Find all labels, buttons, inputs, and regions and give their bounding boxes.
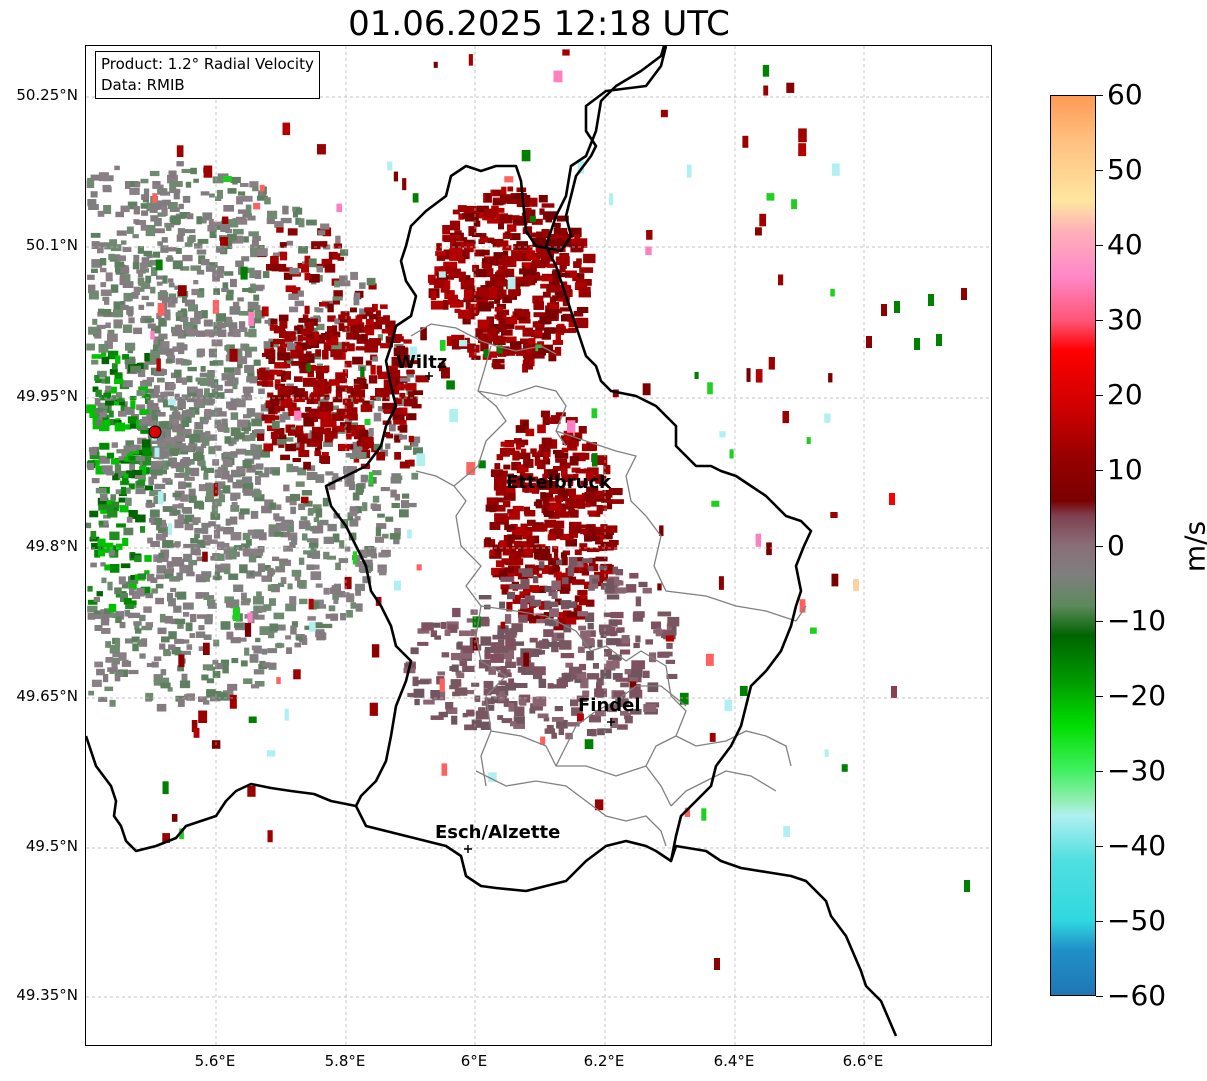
country-borders xyxy=(86,46,898,1037)
map-grid xyxy=(86,46,991,1045)
lon-tick-label: 6°E xyxy=(460,1052,488,1070)
colorbar-tick-label: −40 xyxy=(1107,828,1167,862)
colorbar-tick-label: 30 xyxy=(1107,303,1143,337)
radar-map-canvas xyxy=(86,46,991,1045)
lon-tick-label: 6.4°E xyxy=(713,1052,755,1070)
colorbar-tick-mark xyxy=(1096,845,1103,847)
product-label: Product: 1.2° Radial Velocity xyxy=(101,55,314,73)
colorbar-tick-mark xyxy=(1096,620,1103,622)
lon-tick-label: 6.6°E xyxy=(842,1052,884,1070)
radar-map xyxy=(85,45,992,1046)
lon-tick-label: 5.6°E xyxy=(194,1052,236,1070)
lon-tick-label: 6.2°E xyxy=(583,1052,625,1070)
colorbar-tick-label: −20 xyxy=(1107,678,1167,712)
city-label-wiltz: Wiltz xyxy=(396,352,448,373)
colorbar-tick-label: 60 xyxy=(1107,78,1143,111)
colorbar-tick-label: 40 xyxy=(1107,228,1143,262)
colorbar-tick-mark xyxy=(1096,695,1103,697)
velocity-colorbar xyxy=(1050,95,1096,996)
city-label-ettelbruck: Ettelbruck xyxy=(506,472,612,493)
lat-tick-label: 49.8°N xyxy=(25,537,78,555)
colorbar-tick-mark xyxy=(1096,996,1103,997)
colorbar-tick-mark xyxy=(1096,95,1103,96)
colorbar-tick-label: 20 xyxy=(1107,378,1143,412)
city-label-esch-alzette: Esch/Alzette xyxy=(435,822,561,843)
map-title: 01.06.2025 12:18 UTC xyxy=(348,4,730,44)
data-source-label: Data: RMIB xyxy=(101,76,185,94)
colorbar-tick-mark xyxy=(1096,770,1103,772)
product-info-box: Product: 1.2° Radial Velocity Data: RMIB xyxy=(95,51,320,99)
colorbar-tick-mark xyxy=(1096,170,1103,172)
city-label-findel: Findel xyxy=(578,695,641,716)
lat-tick-label: 50.25°N xyxy=(16,86,78,104)
canton-boundaries xyxy=(410,323,807,847)
colorbar-tick-label: −60 xyxy=(1107,979,1167,1012)
radar-site-marker xyxy=(148,425,162,439)
lat-tick-label: 49.35°N xyxy=(16,986,78,1004)
lon-tick-label: 5.8°E xyxy=(324,1052,366,1070)
colorbar-unit-label: m/s xyxy=(1178,520,1207,573)
lat-tick-label: 50.1°N xyxy=(25,236,78,254)
colorbar-tick-label: −10 xyxy=(1107,603,1167,637)
colorbar-tick-label: −50 xyxy=(1107,903,1167,937)
colorbar-tick-label: 0 xyxy=(1107,528,1125,562)
lat-tick-label: 49.5°N xyxy=(25,837,78,855)
colorbar-tick-label: 10 xyxy=(1107,453,1143,487)
colorbar-tick-mark xyxy=(1096,470,1103,472)
colorbar-tick-mark xyxy=(1096,245,1103,247)
city-markers xyxy=(425,372,615,853)
colorbar-tick-mark xyxy=(1096,545,1103,547)
colorbar-tick-label: −30 xyxy=(1107,753,1167,787)
colorbar-tick-label: 50 xyxy=(1107,153,1143,187)
colorbar-tick-mark xyxy=(1096,320,1103,322)
lat-tick-label: 49.95°N xyxy=(16,387,78,405)
lat-tick-label: 49.65°N xyxy=(16,687,78,705)
colorbar-tick-mark xyxy=(1096,395,1103,397)
colorbar-tick-mark xyxy=(1096,920,1103,922)
